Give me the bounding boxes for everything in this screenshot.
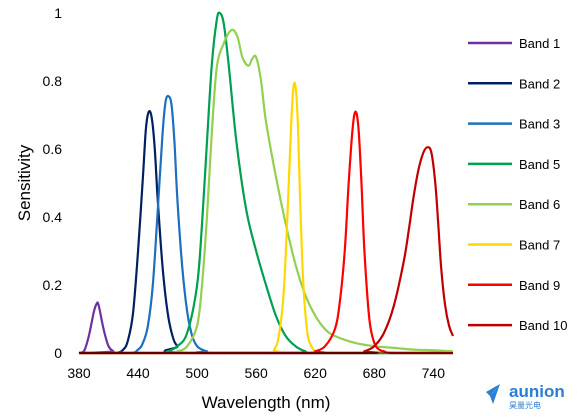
x-tick-label: 740 xyxy=(422,365,446,381)
series-line-2 xyxy=(79,109,453,355)
x-tick-label: 440 xyxy=(126,365,150,381)
legend-label: Band 1 xyxy=(519,36,560,51)
x-tick-label: 680 xyxy=(363,365,387,381)
y-axis-title: Sensitivity xyxy=(15,144,34,221)
plot-lines xyxy=(78,11,455,355)
y-tick-label: 0.2 xyxy=(43,277,63,293)
series-line-5 xyxy=(79,28,454,355)
series-line-6 xyxy=(79,81,453,355)
series-line-1 xyxy=(78,301,453,355)
y-tick-label: 1 xyxy=(54,5,62,21)
legend: Band 1 Band 2 Band 3 Band 5 Band 6 Band 7 Band… xyxy=(468,36,567,333)
legend-label: Band 9 xyxy=(519,278,560,293)
y-tick-label: 0 xyxy=(54,345,62,361)
watermark-sub: 昊量光电 xyxy=(509,400,541,410)
y-tick-label: 0.6 xyxy=(43,141,63,157)
watermark-brand: aunion xyxy=(509,382,565,401)
legend-label: Band 2 xyxy=(519,76,560,91)
x-tick-label: 380 xyxy=(67,365,91,381)
series-line-3 xyxy=(79,94,453,355)
legend-label: Band 6 xyxy=(519,197,560,212)
series-line-4 xyxy=(79,11,453,355)
x-tick-label: 500 xyxy=(185,365,209,381)
y-tick-label: 0.4 xyxy=(43,209,63,225)
y-tick-label: 0.8 xyxy=(43,73,63,89)
aunion-logo-icon xyxy=(486,384,500,404)
legend-label: Band 10 xyxy=(519,318,567,333)
x-tick-label: 560 xyxy=(244,365,268,381)
y-tick-labels: 0 0.2 0.4 0.6 0.8 1 xyxy=(43,5,63,361)
legend-label: Band 5 xyxy=(519,157,560,172)
legend-label: Band 3 xyxy=(519,117,560,132)
x-tick-label: 620 xyxy=(304,365,328,381)
legend-label: Band 7 xyxy=(519,238,560,253)
x-axis-title: Wavelength (nm) xyxy=(202,393,331,412)
series-line-7 xyxy=(79,110,453,355)
series-line-8 xyxy=(79,146,455,355)
x-tick-labels: 380 440 500 560 620 680 740 xyxy=(67,365,445,381)
brand-watermark: aunion 昊量光电 xyxy=(486,382,565,410)
